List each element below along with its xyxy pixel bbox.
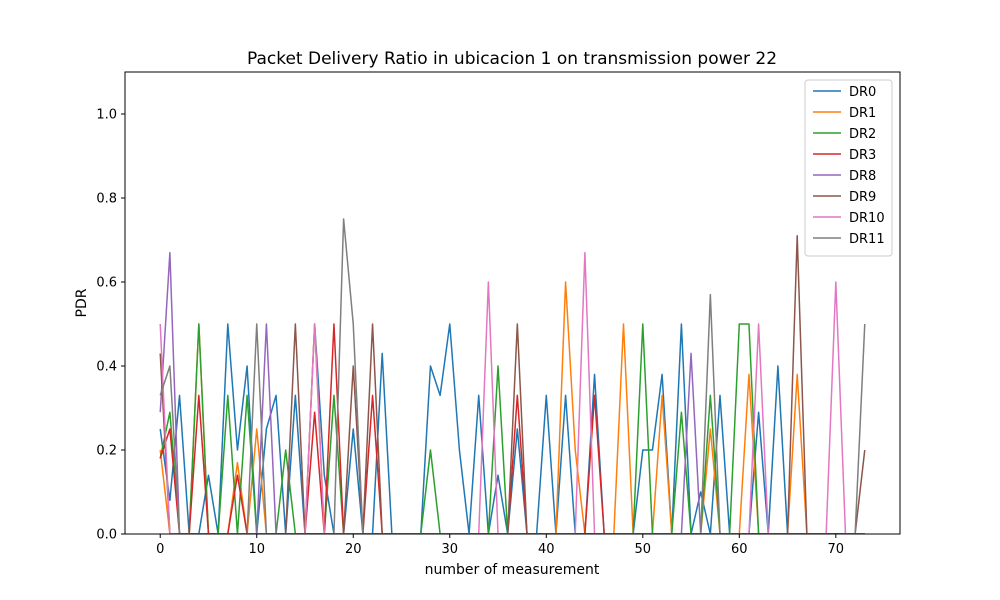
x-tick-label: 30: [441, 542, 458, 557]
series-line-dr10: [159, 251, 865, 534]
plot-frame: [124, 71, 901, 535]
axis-ticks: 0 10 20 30 40 50 60 70 0.0 0.2 0.4 0.6 0.8 1.0: [96, 108, 844, 558]
y-tick-label: 0.6: [96, 276, 117, 291]
legend-label-dr3: DR3: [849, 148, 876, 163]
series-line-dr9: [159, 235, 866, 534]
x-axis-title: number of measurement: [425, 562, 600, 578]
series-line-dr1: [159, 281, 865, 534]
legend-box: [804, 79, 893, 257]
x-tick-label: 50: [635, 542, 652, 557]
x-tick-label: 70: [828, 542, 845, 557]
x-tick-label: 40: [538, 542, 555, 557]
legend-label-dr9: DR9: [849, 190, 876, 205]
y-tick-label: 0.4: [96, 360, 117, 375]
x-tick-label: 20: [345, 542, 362, 557]
y-tick-label: 0.8: [96, 192, 117, 207]
legend-label-dr11: DR11: [849, 232, 885, 247]
series-line-dr0: [159, 323, 865, 534]
series-line-dr2: [159, 323, 865, 534]
series-line-dr3: [159, 323, 865, 534]
y-tick-label: 0.2: [96, 444, 117, 459]
y-tick-label: 0.0: [96, 528, 117, 543]
legend-label-dr0: DR0: [849, 85, 876, 100]
y-tick-label: 1.0: [96, 108, 117, 123]
legend-label-dr1: DR1: [849, 106, 876, 121]
legend-label-dr10: DR10: [849, 211, 885, 226]
y-axis-title: PDR: [74, 288, 90, 317]
legend-label-dr2: DR2: [849, 127, 876, 142]
legend: DR0 DR1 DR2 DR3 DR8 DR9 DR10 DR11: [804, 79, 893, 257]
legend-label-dr8: DR8: [849, 169, 876, 184]
x-tick-label: 10: [248, 542, 265, 557]
plot-area: [159, 218, 866, 534]
chart-title: Packet Delivery Ratio in ubicacion 1 on …: [247, 49, 777, 69]
series-line-dr8: [159, 251, 865, 534]
x-tick-label: 60: [731, 542, 748, 557]
x-tick-label: 0: [156, 542, 164, 557]
